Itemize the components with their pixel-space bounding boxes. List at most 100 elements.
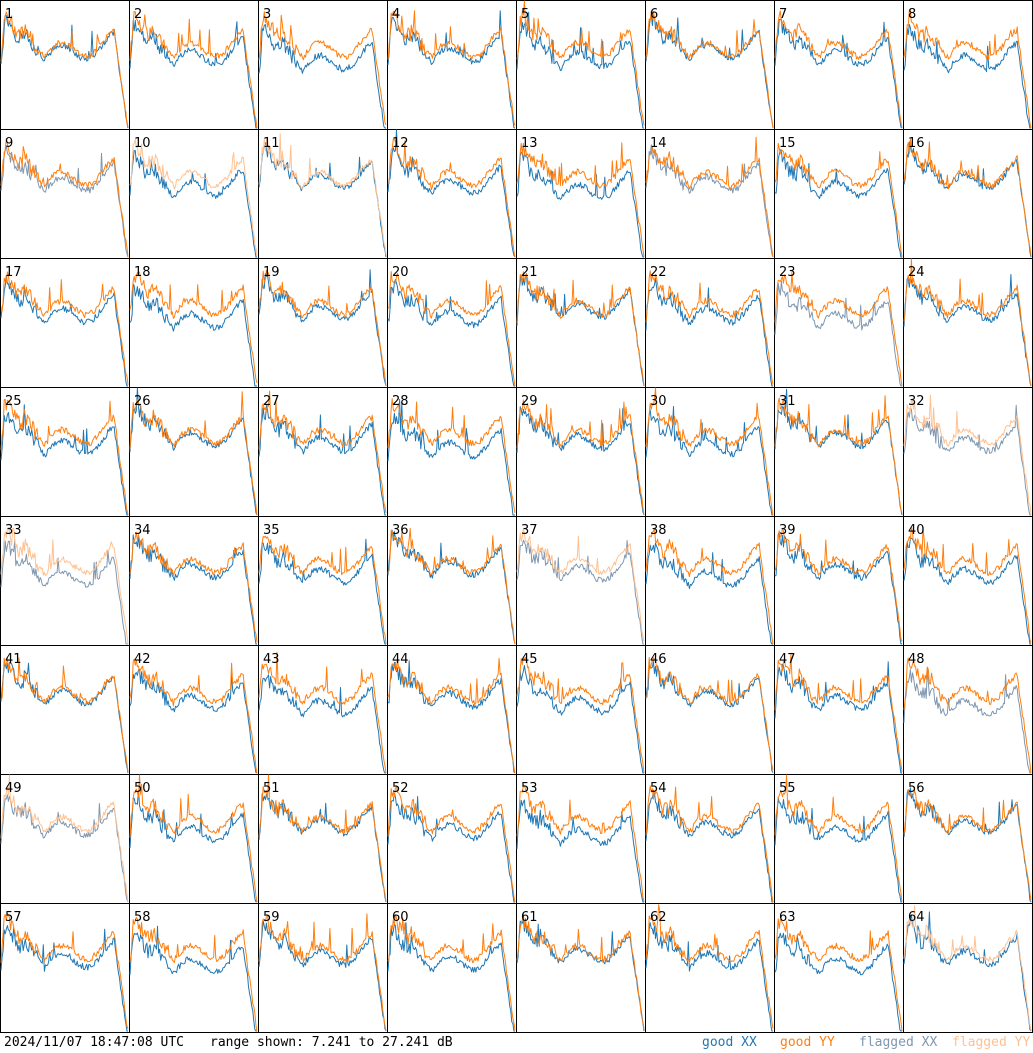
trace-yy bbox=[516, 656, 645, 774]
panel-21: 21 bbox=[516, 258, 646, 388]
trace-xx bbox=[774, 18, 903, 129]
trace-xx bbox=[774, 661, 902, 774]
trace-xx bbox=[387, 129, 516, 258]
panel-42: 42 bbox=[129, 645, 259, 775]
panel-label: 3 bbox=[263, 7, 271, 22]
trace-xx bbox=[645, 542, 773, 645]
trace-yy bbox=[903, 258, 1032, 387]
trace-yy bbox=[774, 10, 903, 128]
panel-label: 56 bbox=[908, 781, 925, 796]
panel-label: 49 bbox=[5, 781, 22, 796]
panel-label: 40 bbox=[908, 523, 925, 538]
panel-label: 51 bbox=[263, 781, 280, 796]
panel-label: 53 bbox=[521, 781, 538, 796]
panel-43: 43 bbox=[258, 645, 388, 775]
panel-54: 54 bbox=[645, 774, 775, 904]
trace-yy bbox=[129, 916, 258, 1032]
panel-9: 9 bbox=[0, 129, 130, 259]
panel-26: 26 bbox=[129, 387, 259, 517]
panel-40: 40 bbox=[903, 516, 1033, 646]
trace-xx bbox=[645, 277, 773, 387]
trace-xx bbox=[774, 149, 902, 258]
panel-20: 20 bbox=[387, 258, 517, 388]
panel-border bbox=[516, 0, 646, 130]
panel-51: 51 bbox=[258, 774, 388, 904]
panel-label: 63 bbox=[779, 910, 796, 925]
panel-3: 3 bbox=[258, 0, 388, 130]
trace-xx bbox=[258, 269, 387, 387]
panel-label: 1 bbox=[5, 7, 13, 22]
trace-yy bbox=[774, 774, 903, 903]
trace-yy bbox=[645, 270, 774, 385]
trace-yy bbox=[0, 774, 129, 903]
panel-label: 18 bbox=[134, 265, 151, 280]
trace-yy bbox=[645, 657, 774, 771]
trace-yy bbox=[129, 138, 258, 256]
trace-yy bbox=[903, 138, 1032, 256]
trace-yy bbox=[774, 142, 903, 258]
trace-xx bbox=[774, 797, 902, 903]
panel-label: 10 bbox=[134, 136, 151, 151]
trace-xx bbox=[0, 15, 129, 129]
trace-yy bbox=[387, 527, 516, 645]
trace-xx bbox=[0, 275, 128, 387]
panel-28: 28 bbox=[387, 387, 517, 517]
panel-16: 16 bbox=[903, 129, 1033, 259]
trace-xx bbox=[387, 279, 515, 387]
panel-50: 50 bbox=[129, 774, 259, 904]
panel-33: 33 bbox=[0, 516, 130, 646]
panel-label: 2 bbox=[134, 7, 142, 22]
panel-label: 44 bbox=[392, 652, 409, 667]
trace-xx bbox=[516, 539, 644, 645]
trace-yy bbox=[903, 526, 1032, 643]
trace-yy bbox=[645, 785, 774, 903]
panel-label: 35 bbox=[263, 523, 280, 538]
panel-7: 7 bbox=[774, 0, 904, 130]
trace-yy bbox=[645, 387, 774, 516]
panel-label: 22 bbox=[650, 265, 667, 280]
trace-yy bbox=[516, 142, 645, 257]
trace-xx bbox=[129, 790, 258, 903]
trace-yy bbox=[258, 535, 387, 645]
panel-label: 30 bbox=[650, 394, 667, 409]
panel-29: 29 bbox=[516, 387, 646, 517]
panel-14: 14 bbox=[645, 129, 775, 259]
trace-xx bbox=[129, 283, 257, 387]
trace-xx bbox=[903, 787, 1032, 903]
trace-yy bbox=[387, 271, 516, 387]
trace-xx bbox=[129, 150, 257, 258]
panel-label: 55 bbox=[779, 781, 796, 796]
trace-yy bbox=[0, 526, 129, 645]
panel-13: 13 bbox=[516, 129, 646, 259]
trace-yy bbox=[387, 10, 516, 126]
panel-label: 12 bbox=[392, 136, 409, 151]
panel-31: 31 bbox=[774, 387, 904, 517]
trace-xx bbox=[645, 144, 774, 258]
legend-good-xx: good XX bbox=[702, 1035, 757, 1050]
trace-xx bbox=[129, 19, 257, 129]
panel-label: 62 bbox=[650, 910, 667, 925]
trace-yy bbox=[774, 395, 903, 513]
panel-label: 60 bbox=[392, 910, 409, 925]
panel-2: 2 bbox=[129, 0, 259, 130]
trace-yy bbox=[258, 269, 387, 387]
trace-yy bbox=[129, 10, 258, 129]
trace-yy bbox=[258, 133, 387, 255]
trace-yy bbox=[903, 657, 1032, 774]
trace-yy bbox=[387, 657, 516, 774]
panel-label: 15 bbox=[779, 136, 796, 151]
panel-11: 11 bbox=[258, 129, 388, 259]
trace-yy bbox=[387, 398, 516, 514]
panel-53: 53 bbox=[516, 774, 646, 904]
trace-xx bbox=[129, 534, 257, 645]
panel-label: 6 bbox=[650, 7, 658, 22]
panel-label: 21 bbox=[521, 265, 538, 280]
panel-47: 47 bbox=[774, 645, 904, 775]
trace-yy bbox=[258, 913, 387, 1032]
panel-label: 7 bbox=[779, 7, 787, 22]
panel-62: 62 bbox=[645, 903, 775, 1033]
panel-55: 55 bbox=[774, 774, 904, 904]
panel-label: 48 bbox=[908, 652, 925, 667]
trace-yy bbox=[645, 904, 774, 1029]
trace-yy bbox=[258, 774, 387, 902]
